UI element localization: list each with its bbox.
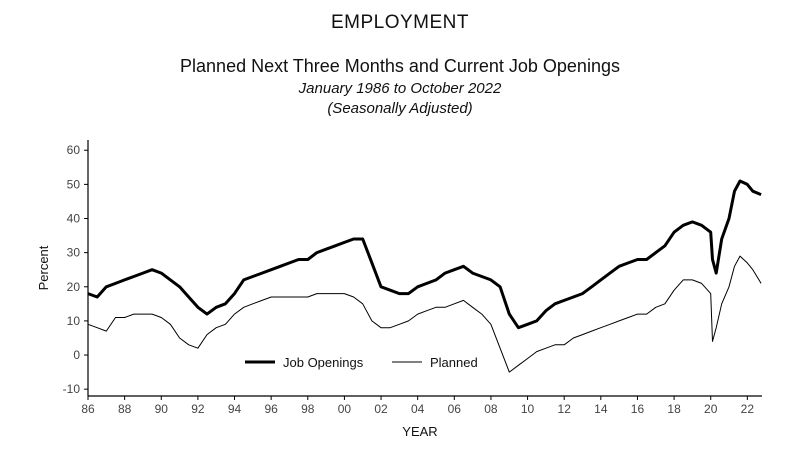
y-tick-label: 60 xyxy=(67,143,81,157)
plot-area xyxy=(87,179,762,373)
seasonal-adjustment-note: (Seasonally Adjusted) xyxy=(327,100,473,117)
x-tick-label: 88 xyxy=(118,402,132,416)
x-axis-title: YEAR xyxy=(402,424,437,439)
y-tick-label: 50 xyxy=(67,177,81,191)
x-tick-label: 02 xyxy=(374,402,388,416)
x-tick-label: 16 xyxy=(631,402,645,416)
x-tick-label: 90 xyxy=(155,402,169,416)
x-tick-label: 98 xyxy=(301,402,315,416)
x-tick-label: 08 xyxy=(484,402,498,416)
y-axis-title: Percent xyxy=(36,245,51,290)
chart-subtitle: Planned Next Three Months and Current Jo… xyxy=(180,56,620,76)
x-tick-label: 06 xyxy=(448,402,462,416)
series-line-planned xyxy=(87,255,762,373)
x-tick-label: 86 xyxy=(81,402,95,416)
x-tick-label: 22 xyxy=(741,402,755,416)
x-tick-label: 10 xyxy=(521,402,535,416)
x-tick-label: 12 xyxy=(558,402,572,416)
y-tick-label: 30 xyxy=(67,246,81,260)
legend: Job Openings Planned xyxy=(245,355,478,370)
axes: -10 0 10 20 30 40 50 60 86 88 90 92 94 96 98 00 02 04 06 08… xyxy=(63,140,762,416)
legend-label-planned: Planned xyxy=(430,355,478,370)
x-tick-label: 96 xyxy=(264,402,278,416)
x-tick-label: 00 xyxy=(338,402,352,416)
x-tick-label: 18 xyxy=(667,402,681,416)
x-tick-label: 04 xyxy=(411,402,425,416)
x-tick-label: 92 xyxy=(191,402,205,416)
series-line-job-openings xyxy=(87,179,762,330)
x-tick-label: 94 xyxy=(228,402,242,416)
x-tick-label: 20 xyxy=(704,402,718,416)
chart-title: EMPLOYMENT xyxy=(330,12,470,33)
y-tick-label: 10 xyxy=(67,314,81,328)
x-tick-label: 14 xyxy=(594,402,608,416)
y-tick-label: 40 xyxy=(67,212,81,226)
legend-label-job-openings: Job Openings xyxy=(283,355,364,370)
y-tick-label: 20 xyxy=(67,280,81,294)
y-tick-label: -10 xyxy=(63,382,81,396)
y-tick-label: 0 xyxy=(73,348,80,362)
date-range: January 1986 to October 2022 xyxy=(298,80,502,97)
